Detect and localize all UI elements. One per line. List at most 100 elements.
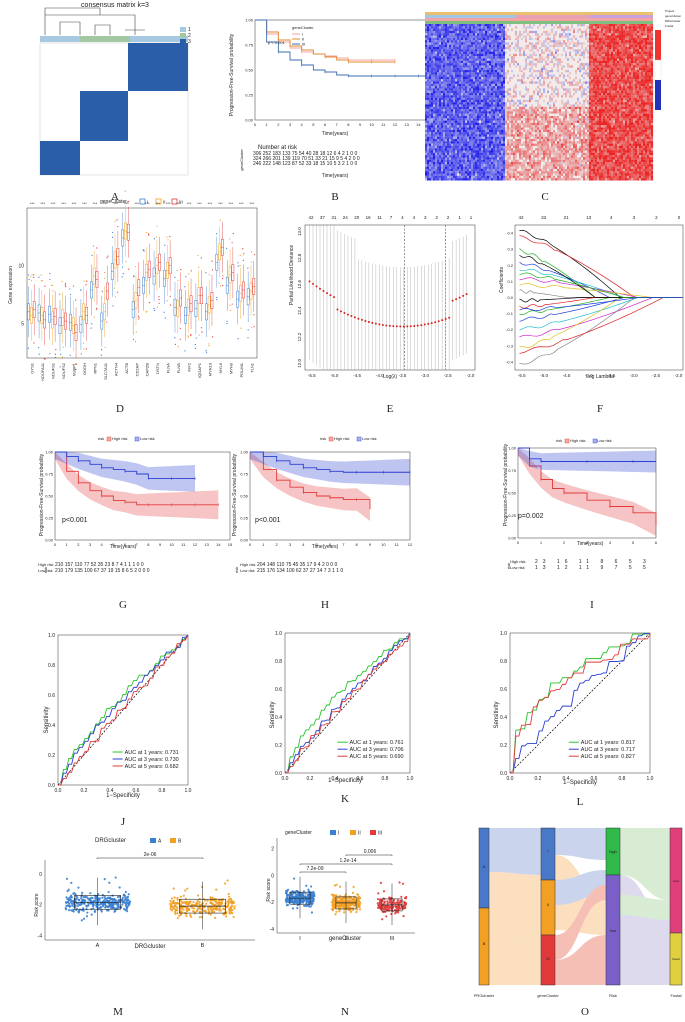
heat-cell	[427, 65, 430, 68]
heat-cell	[479, 118, 482, 121]
heat-cell	[531, 145, 534, 149]
heat-cell	[427, 90, 430, 94]
heat-cell	[551, 81, 554, 84]
heat-cell	[551, 143, 554, 146]
heat-cell	[429, 125, 432, 128]
heat-cell	[437, 37, 440, 41]
heat-cell	[467, 51, 470, 54]
heat-cell	[547, 97, 550, 100]
heat-cell	[567, 134, 570, 137]
heat-cell	[457, 81, 460, 84]
heat-cell	[519, 166, 522, 169]
heat-cell	[495, 166, 498, 169]
heat-cell	[557, 79, 560, 82]
heat-cell	[511, 30, 514, 34]
heat-cell	[493, 175, 496, 179]
heat-cell	[425, 90, 428, 94]
heat-cell	[461, 143, 464, 146]
heat-cell	[527, 118, 530, 121]
heat-cell	[493, 42, 496, 45]
heat-cell	[431, 70, 434, 73]
heat-cell	[515, 51, 518, 54]
heat-cell	[487, 139, 490, 142]
heat-cell	[451, 164, 454, 167]
heat-cell	[561, 159, 564, 163]
heat-cell	[465, 145, 468, 149]
heat-cell	[565, 99, 568, 103]
heat-cell	[455, 143, 458, 146]
heat-cell	[561, 175, 564, 179]
heat-cell	[467, 111, 470, 114]
heat-cell	[459, 76, 462, 80]
heat-cell	[549, 86, 552, 89]
heat-cell	[523, 178, 526, 181]
heat-cell	[493, 90, 496, 94]
heat-cell	[565, 81, 568, 84]
heat-cell	[463, 95, 466, 98]
heat-cell	[565, 129, 568, 133]
heat-cell	[453, 141, 456, 144]
heat-cell	[513, 53, 516, 57]
heat-cell	[539, 120, 542, 123]
heat-cell	[427, 72, 430, 75]
heat-cell	[487, 178, 490, 181]
heat-cell	[521, 139, 524, 142]
heat-cell	[433, 136, 436, 140]
heat-cell	[443, 72, 446, 75]
heat-cell	[553, 90, 556, 94]
heat-cell	[445, 58, 448, 61]
heat-cell	[527, 51, 530, 54]
heat-cell	[501, 30, 504, 34]
heat-cell	[443, 111, 446, 114]
heat-cell	[533, 171, 536, 174]
heat-cell	[465, 44, 468, 48]
heat-cell	[475, 129, 478, 133]
b-risk-row-3: 246 222 148 123 87 52 33 18 15 10 5 3 2 …	[253, 161, 357, 167]
heat-cell	[509, 37, 512, 41]
heat-cell	[541, 95, 544, 98]
heat-cell	[515, 24, 518, 27]
heat-cell	[527, 81, 530, 84]
heat-cell	[431, 24, 434, 27]
heat-cell	[439, 116, 442, 119]
heat-cell	[503, 136, 506, 140]
heat-cell	[483, 37, 486, 41]
heat-cell	[539, 72, 542, 75]
heat-cell	[427, 88, 430, 91]
heat-cell	[547, 65, 550, 68]
heat-cell	[481, 132, 484, 135]
heat-cell	[545, 95, 548, 98]
heat-cell	[549, 164, 552, 167]
heat-cell	[433, 106, 436, 110]
heat-cell	[531, 143, 534, 146]
heat-cell	[429, 47, 432, 50]
heat-cell	[457, 95, 460, 98]
heat-cell	[515, 122, 518, 126]
heat-cell	[431, 171, 434, 174]
heat-cell	[515, 150, 518, 153]
heat-cell	[495, 155, 498, 158]
heat-cell	[453, 116, 456, 119]
heat-cell	[473, 129, 476, 133]
heat-cell	[481, 106, 484, 110]
heat-cell	[463, 171, 466, 174]
heat-cell	[437, 173, 440, 176]
heat-cell	[511, 56, 514, 59]
heat-cell	[487, 109, 490, 112]
heat-cell	[521, 95, 524, 98]
heat-cell	[535, 141, 538, 144]
heat-cell	[491, 49, 494, 52]
heat-cell	[449, 56, 452, 59]
heat-cell	[531, 24, 534, 27]
heat-cell	[553, 26, 556, 29]
heat-cell	[465, 173, 468, 176]
heat-cell	[487, 127, 490, 130]
heat-cell	[459, 171, 462, 174]
heat-cell	[437, 139, 440, 142]
heat-cell	[435, 40, 438, 43]
heat-cell	[479, 58, 482, 61]
heat-cell	[525, 150, 528, 153]
heat-cell	[459, 97, 462, 100]
heat-cell	[503, 74, 506, 77]
heat-cell	[489, 143, 492, 146]
